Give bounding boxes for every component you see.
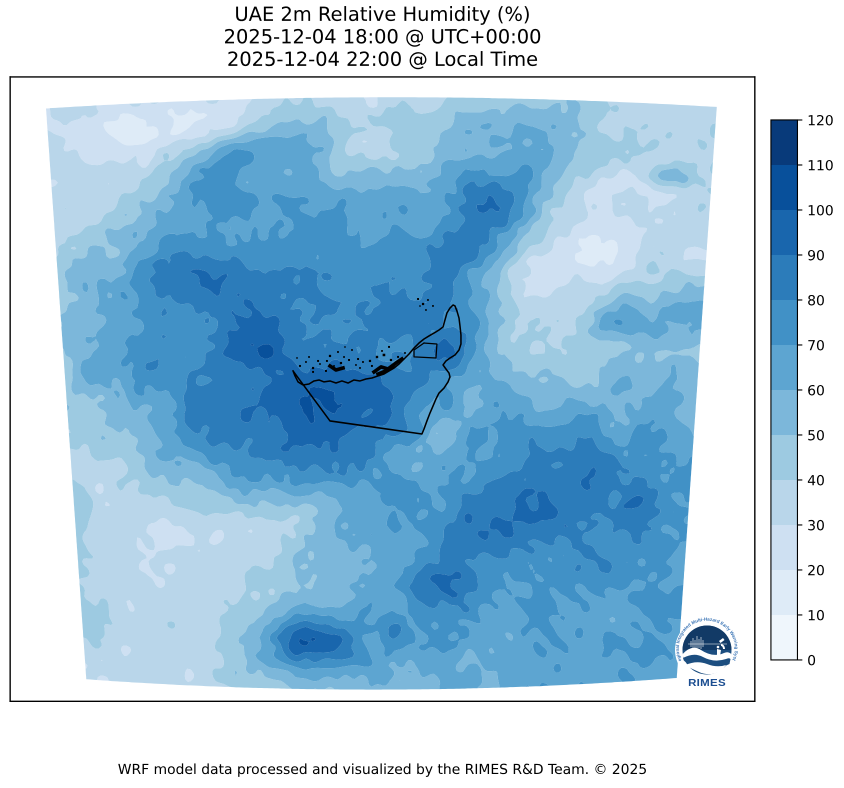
svg-text:RIMES: RIMES: [688, 678, 726, 689]
